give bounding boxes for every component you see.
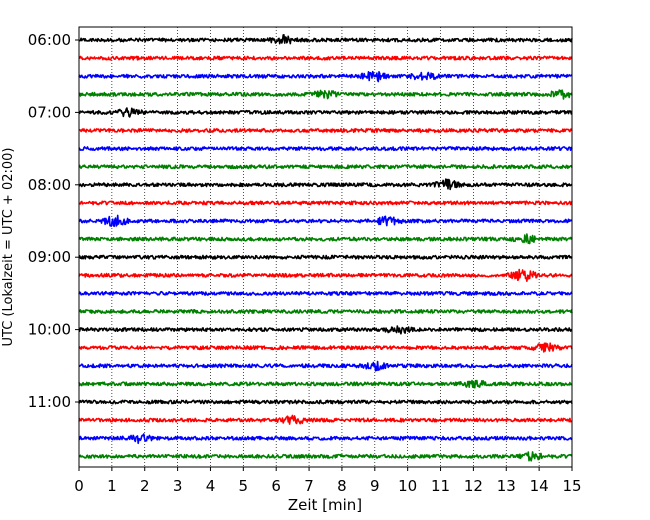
x-tick-label-14: 14 [530, 477, 549, 495]
trace-15 [78, 309, 573, 314]
trace-22 [78, 433, 573, 445]
x-tick-label-0: 0 [74, 477, 84, 495]
y-tick-label-5: 11:00 [28, 393, 71, 411]
trace-17 [78, 342, 573, 353]
y-axis-label: UTC (Lokalzeit = UTC + 02:00) [1, 148, 16, 347]
trace-21 [78, 414, 573, 425]
trace-13 [78, 268, 573, 282]
trace-8 [78, 178, 573, 191]
x-tick-label-9: 9 [370, 477, 380, 495]
x-tick-label-11: 11 [431, 477, 450, 495]
trace-1 [78, 55, 573, 61]
y-axis-ticks: 06:00 07:00 08:00 09:00 10:00 11:00 [28, 31, 79, 411]
x-tick-label-6: 6 [271, 477, 281, 495]
trace-3 [78, 89, 573, 100]
trace-10 [78, 214, 573, 228]
x-tick-label-8: 8 [337, 477, 347, 495]
y-tick-label-0: 06:00 [28, 31, 71, 49]
y-tick-label-2: 08:00 [28, 176, 71, 194]
trace-5 [78, 128, 573, 133]
x-tick-label-10: 10 [398, 477, 417, 495]
trace-9 [78, 200, 573, 206]
trace-4 [78, 107, 573, 118]
x-tick-label-7: 7 [304, 477, 314, 495]
trace-6 [78, 146, 573, 152]
trace-20 [78, 399, 573, 405]
y-tick-label-3: 09:00 [28, 248, 71, 266]
plot-frame [78, 26, 573, 468]
trace-11 [78, 233, 573, 245]
trace-0 [78, 34, 573, 45]
trace-16 [78, 325, 573, 335]
trace-19 [78, 379, 573, 389]
x-tick-label-2: 2 [140, 477, 150, 495]
trace-layer [78, 34, 573, 462]
x-tick-label-15: 15 [562, 477, 581, 495]
trace-2 [78, 70, 573, 83]
x-axis-label: Zeit [min] [288, 496, 362, 514]
y-tick-label-1: 07:00 [28, 103, 71, 121]
x-axis-ticks: 0 1 2 3 4 5 6 7 8 9 10 11 12 13 14 15 [74, 467, 582, 495]
x-tick-label-4: 4 [206, 477, 216, 495]
trace-7 [78, 164, 573, 170]
y-tick-label-4: 10:00 [28, 321, 71, 339]
trace-18 [78, 360, 573, 372]
trace-23 [78, 451, 573, 462]
vertical-grid [111, 27, 540, 467]
x-tick-label-3: 3 [173, 477, 183, 495]
trace-14 [78, 290, 573, 296]
trace-12 [78, 254, 573, 260]
x-tick-label-5: 5 [239, 477, 249, 495]
x-tick-label-12: 12 [464, 477, 483, 495]
x-tick-label-1: 1 [107, 477, 117, 495]
x-tick-label-13: 13 [497, 477, 516, 495]
